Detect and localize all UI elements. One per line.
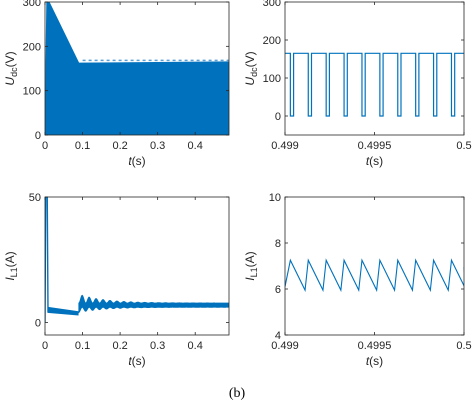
axes-box: [44, 1, 230, 136]
y-tick-label: 100: [263, 73, 281, 85]
y-tick-label: 8: [275, 238, 281, 250]
panel-top-left: 0 0.1 0.2 0.3 0.4 0 100 200 300 t(s) Udc(V): [3, 0, 230, 168]
x-tick-label: 0.4: [188, 140, 203, 152]
y-tick-label: 200: [23, 41, 41, 53]
udc-switching-band: [45, 2, 229, 135]
y-tick-label: 4: [275, 330, 281, 342]
y-tick-label: 300: [23, 0, 41, 9]
x-tick-label: 0.499: [271, 340, 299, 352]
y-tick-label: 300: [263, 0, 281, 9]
y-tick-label: 10: [269, 192, 281, 204]
y-tick-label: 6: [275, 284, 281, 296]
figure-caption: (b): [229, 386, 246, 401]
x-tick-label: 0.5: [456, 140, 471, 152]
x-tick-label: 0.3: [150, 340, 165, 352]
x-tick-label: 0.1: [75, 340, 90, 352]
y-tick-label: 0: [35, 130, 41, 142]
axes-box: [284, 196, 465, 336]
x-axis-label: t(s): [366, 354, 383, 368]
plot-area: [285, 52, 464, 117]
x-tick-label: 0.4995: [358, 140, 392, 152]
x-axis-label: t(s): [366, 154, 383, 168]
udc-pulse-line: [285, 52, 464, 117]
x-axis-label: t(s): [128, 154, 145, 168]
x-tick-label: 0.4: [188, 340, 203, 352]
x-tick-label: 0.3: [150, 140, 165, 152]
x-tick-label: 0.2: [112, 140, 127, 152]
panel-bottom-right: 0.499 0.4995 0.5 4 6 8 10 t(s) IL1(A): [243, 192, 472, 368]
y-tick-label: 50: [29, 192, 41, 204]
x-axis-label: t(s): [128, 354, 145, 368]
il1-sawtooth-line: [285, 258, 464, 293]
axes-box: [44, 196, 230, 336]
x-tick-label: 0.5: [456, 340, 471, 352]
y-axis-label: IL1(A): [243, 251, 259, 280]
x-tick-label: 0: [42, 340, 48, 352]
plot-area: [285, 258, 464, 293]
panel-top-right: 0.499 0.4995 0.5 0 100 200 300 t(s) Udc(V): [243, 0, 472, 168]
y-tick-label: 0: [35, 317, 41, 329]
il1-early-band: [47, 306, 79, 316]
plot-area: [45, 2, 229, 135]
panel-bottom-left: 0 0.1 0.2 0.3 0.4 0 50 t(s) IL1(A): [3, 192, 230, 368]
x-tick-label: 0.2: [112, 340, 127, 352]
y-axis-label: Udc(V): [3, 51, 19, 85]
y-axis-label: IL1(A): [3, 251, 19, 280]
x-tick-label: 0.4995: [358, 340, 392, 352]
y-tick-label: 0: [275, 111, 281, 123]
il1-startup-spike: [45, 197, 49, 323]
x-tick-label: 0.1: [75, 140, 90, 152]
plot-area: [45, 197, 229, 323]
y-tick-label: 200: [263, 35, 281, 47]
x-tick-label: 0: [42, 140, 48, 152]
il1-steady-band: [78, 294, 229, 314]
x-tick-label: 0.499: [271, 140, 299, 152]
y-tick-label: 100: [23, 86, 41, 98]
y-axis-label: Udc(V): [243, 51, 259, 85]
